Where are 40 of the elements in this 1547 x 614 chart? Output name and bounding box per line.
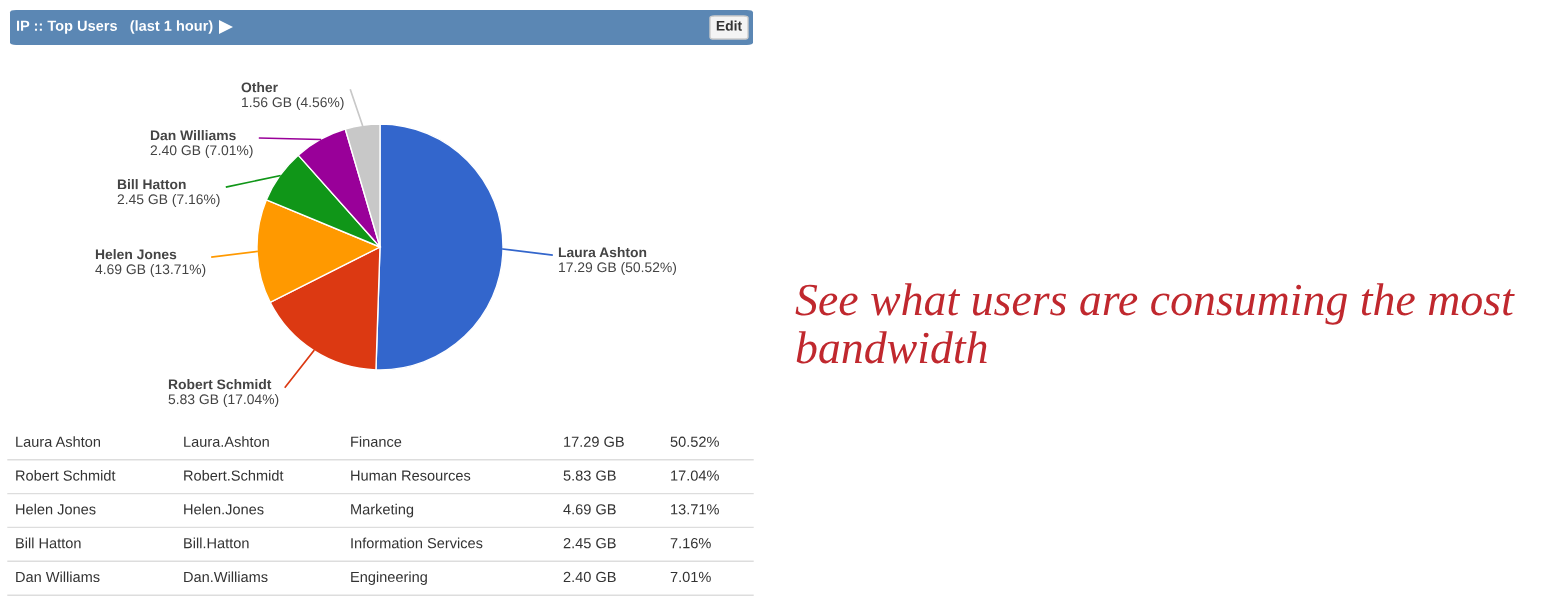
text: 5.83 GB bbox=[563, 470, 616, 481]
text: Laura Ashton bbox=[16, 436, 100, 447]
slice-label: Other bbox=[241, 82, 278, 93]
text: Robert.Schmidt bbox=[184, 470, 284, 481]
slice-label: Dan Williams bbox=[150, 130, 236, 141]
text: Dan.Williams bbox=[184, 571, 268, 583]
text: Human Resources bbox=[351, 470, 471, 481]
text: Information Services bbox=[351, 537, 483, 549]
text: 7.16% bbox=[670, 537, 711, 549]
data-label: 2.40 GB (7.01%) bbox=[150, 145, 253, 158]
data-label: 17.29 GB (50.52%) bbox=[559, 262, 677, 275]
text: 13.71% bbox=[671, 504, 719, 515]
text: Finance bbox=[351, 436, 402, 447]
text: Helen.Jones bbox=[184, 503, 264, 515]
data-label: 1.56 GB (4.56%) bbox=[242, 97, 344, 110]
slice-label: Bill Hatton bbox=[117, 179, 186, 190]
slice-label: Helen Jones bbox=[95, 249, 177, 260]
text: 17.04% bbox=[671, 470, 719, 481]
text: Marketing bbox=[351, 503, 414, 518]
slice-label: Robert Schmidt bbox=[168, 379, 272, 390]
text: Dan Williams bbox=[16, 571, 100, 583]
data-label: 2.45 GB (7.16%) bbox=[117, 194, 220, 207]
text: 2.40 GB bbox=[563, 571, 616, 583]
text: Bill.Hatton bbox=[184, 537, 249, 549]
text: 17.29 GB bbox=[564, 436, 624, 447]
text: See what users are consuming the most bandwidth bbox=[795, 283, 1515, 364]
text: 50.52% bbox=[670, 436, 719, 447]
text: Robert Schmidt bbox=[16, 470, 116, 481]
data-label: 4.69 GB (13.71%) bbox=[95, 264, 206, 277]
text: Engineering bbox=[351, 571, 427, 585]
slice-label: Laura Ashton bbox=[558, 247, 647, 258]
text: 2.45 GB bbox=[563, 537, 616, 549]
text: 4.69 GB bbox=[563, 504, 616, 515]
text: Bill Hatton bbox=[16, 537, 81, 549]
text: Edit bbox=[716, 20, 742, 31]
chart-title: IP :: Top Users (last 1 hour) bbox=[16, 20, 213, 34]
data-label: 5.83 GB (17.04%) bbox=[168, 394, 279, 407]
text: Helen Jones bbox=[16, 503, 96, 515]
text: Laura.Ashton bbox=[184, 436, 269, 447]
text: 7.01% bbox=[670, 571, 711, 583]
